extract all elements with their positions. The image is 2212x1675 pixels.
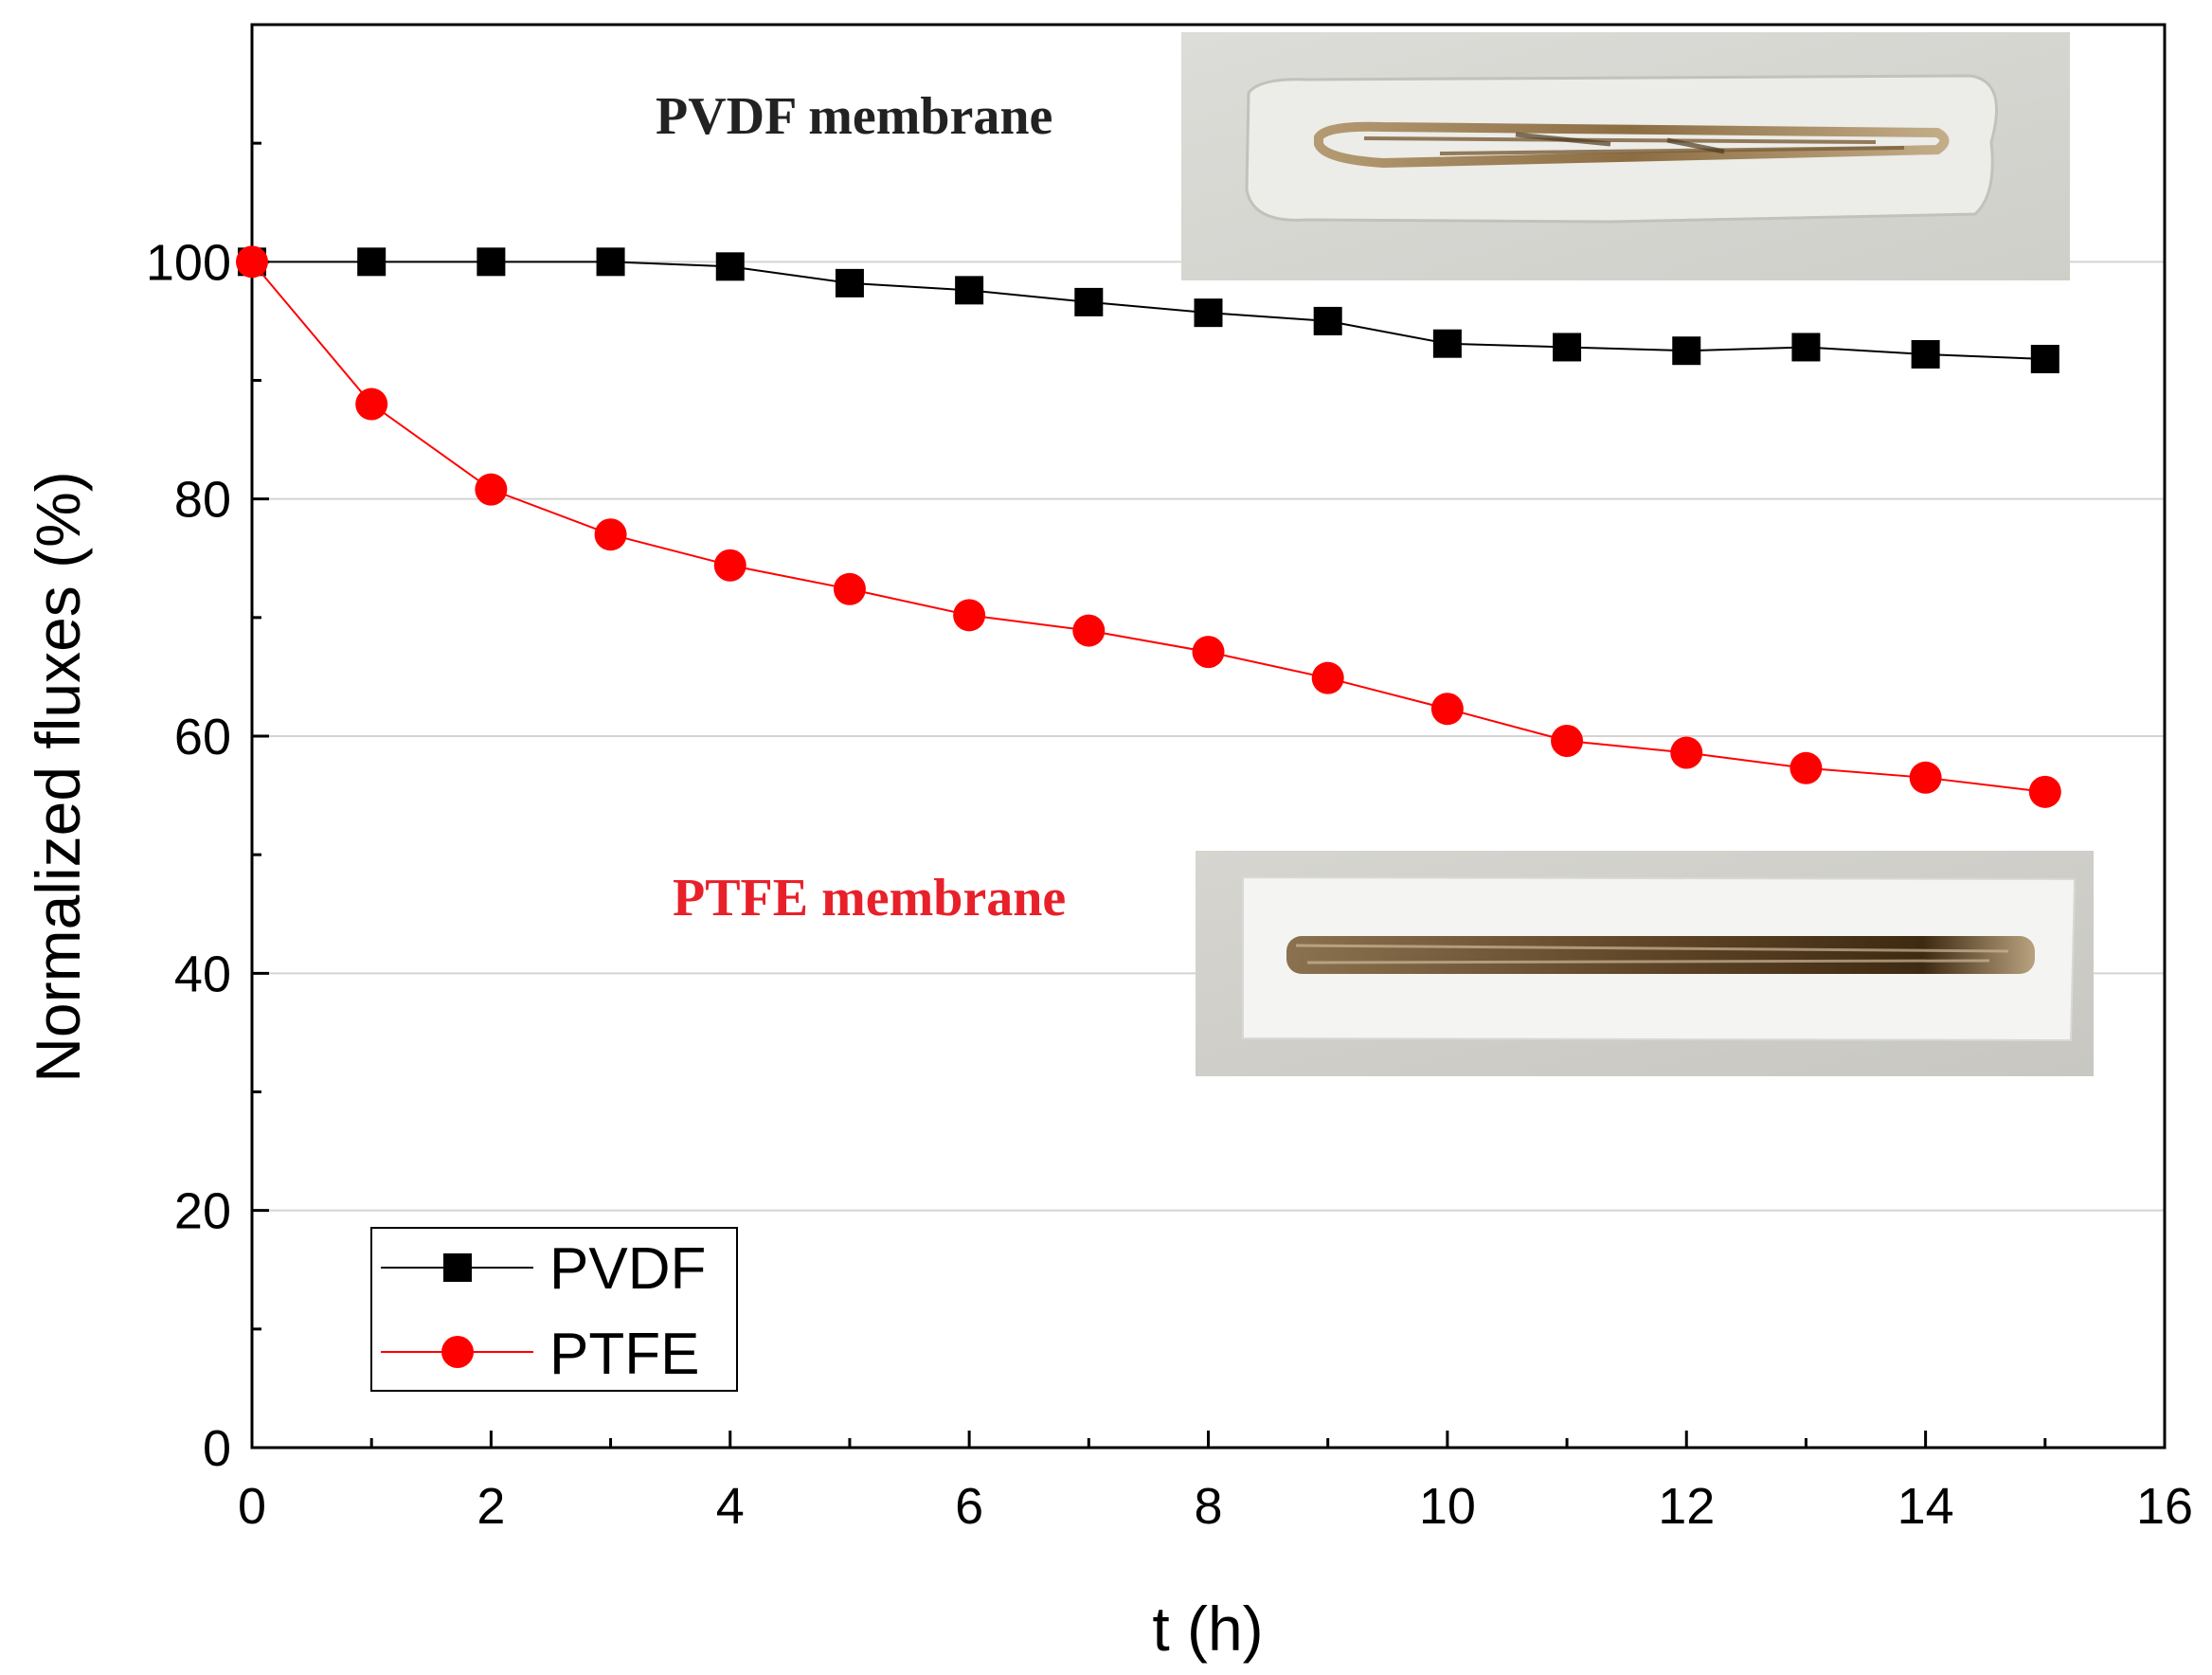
- x-tick-label-14: 14: [1897, 1478, 1954, 1535]
- annotation-ptfe-membrane: PTFE membrane: [673, 869, 1066, 928]
- data-point-pvdf-15: [2030, 344, 2059, 373]
- series-layer: [236, 245, 2061, 808]
- data-point-ptfe-5: [833, 572, 866, 605]
- data-point-ptfe-11: [1551, 725, 1584, 758]
- x-tick-label-10: 10: [1419, 1478, 1476, 1535]
- x-tick-label-6: 6: [955, 1478, 983, 1535]
- data-point-pvdf-1: [357, 247, 387, 277]
- data-point-pvdf-3: [596, 247, 625, 277]
- ptfe-membrane-photo: [1196, 851, 2094, 1076]
- data-point-pvdf-5: [835, 268, 864, 297]
- y-tick-label-20: 20: [174, 1183, 231, 1240]
- data-point-ptfe-2: [475, 473, 508, 506]
- data-point-pvdf-7: [1074, 287, 1104, 316]
- data-point-pvdf-6: [955, 276, 984, 305]
- y-tick-label-60: 60: [174, 709, 231, 765]
- data-point-ptfe-7: [1072, 614, 1106, 647]
- data-point-ptfe-8: [1192, 636, 1225, 669]
- data-point-ptfe-4: [713, 549, 746, 582]
- legend-marker-pvdf: [443, 1253, 472, 1282]
- y-tick-label-80: 80: [174, 472, 231, 529]
- data-point-ptfe-10: [1430, 693, 1464, 726]
- data-point-ptfe-6: [953, 599, 986, 632]
- series-line-ptfe: [251, 261, 2045, 793]
- x-tick-label-0: 0: [238, 1478, 266, 1535]
- y-tick-label-40: 40: [174, 946, 231, 1002]
- axis-ticks: [250, 141, 2167, 1450]
- data-point-pvdf-11: [1553, 333, 1582, 362]
- data-point-ptfe-12: [1670, 736, 1703, 769]
- data-point-pvdf-14: [1911, 339, 1940, 369]
- x-axis-title: t (h): [1152, 1594, 1263, 1664]
- data-point-pvdf-8: [1194, 298, 1223, 328]
- y-axis-title: Normalized fluxes (%): [23, 471, 93, 1083]
- series-line-pvdf: [252, 261, 2045, 360]
- data-point-pvdf-13: [1791, 333, 1821, 362]
- data-point-pvdf-9: [1313, 306, 1342, 335]
- data-point-ptfe-9: [1311, 661, 1344, 694]
- data-point-ptfe-15: [2028, 775, 2061, 808]
- y-tick-label-100: 100: [146, 234, 231, 291]
- data-point-ptfe-14: [1909, 761, 1942, 794]
- data-point-pvdf-4: [715, 252, 745, 281]
- legend-box: [370, 1227, 738, 1392]
- data-point-ptfe-13: [1789, 751, 1823, 784]
- legend-label-pvdf: PVDF: [549, 1236, 706, 1302]
- data-point-ptfe-3: [594, 518, 627, 551]
- data-point-ptfe-1: [355, 387, 388, 421]
- legend-label-ptfe: PTFE: [549, 1322, 699, 1387]
- data-point-pvdf-12: [1672, 336, 1701, 366]
- series-ptfe: [236, 245, 2061, 808]
- x-tick-label-8: 8: [1194, 1478, 1222, 1535]
- x-tick-label-4: 4: [716, 1478, 745, 1535]
- legend-marker-ptfe: [441, 1336, 474, 1368]
- x-tick-label-2: 2: [477, 1478, 505, 1535]
- data-point-pvdf-10: [1432, 329, 1462, 358]
- legend: PVDF PTFE: [370, 1227, 738, 1392]
- tick-labels: 0 2 4 6 8 10 12 14 16 0 20 40 60 80 100: [146, 234, 2193, 1535]
- series-pvdf: [238, 247, 2059, 373]
- x-tick-label-16: 16: [2136, 1478, 2193, 1535]
- annotation-pvdf-membrane: PVDF membrane: [656, 87, 1052, 146]
- data-point-ptfe-0: [236, 245, 268, 279]
- y-tick-label-0: 0: [203, 1420, 231, 1477]
- data-point-pvdf-2: [477, 247, 506, 277]
- x-tick-label-12: 12: [1658, 1478, 1715, 1535]
- pvdf-membrane-photo: [1181, 32, 2070, 280]
